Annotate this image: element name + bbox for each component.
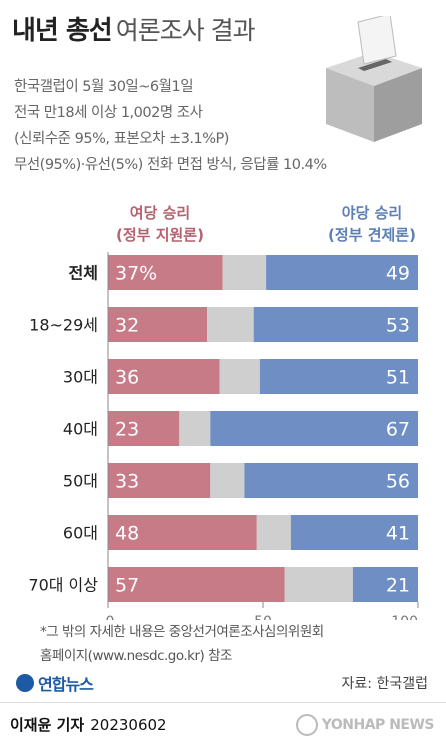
data-label: 36 <box>115 367 139 389</box>
data-label: 56 <box>386 471 410 493</box>
bar-segment <box>244 463 418 498</box>
page-title: 내년 총선 여론조사 결과 <box>12 10 256 47</box>
data-label: 23 <box>115 419 139 441</box>
bar-segment <box>222 255 267 290</box>
watermark-icon <box>295 714 318 736</box>
bar-segment <box>266 255 418 290</box>
source-text: 자료: 한국갤럽 <box>341 676 428 692</box>
data-label: 21 <box>386 575 410 597</box>
data-label: 32 <box>115 315 139 337</box>
category-label: 18~29세 <box>29 316 98 335</box>
data-label: 67 <box>386 419 410 441</box>
legend-opposition-line1: 야당 승리 <box>341 204 403 222</box>
bar-segment <box>290 515 418 550</box>
bar-segment <box>256 515 291 550</box>
data-label: 57 <box>115 575 139 597</box>
watermark: YONHAP NEWS <box>295 714 435 736</box>
bar-segment <box>108 307 208 342</box>
category-label: 60대 <box>63 524 98 543</box>
category-label: 40대 <box>63 420 98 439</box>
x-tick-label: 100 <box>391 614 418 620</box>
publish-date: 20230602 <box>90 716 167 734</box>
footnote-line: 홈페이지(www.nesdc.go.kr) 참조 <box>40 648 232 664</box>
bar-segment <box>108 515 257 550</box>
bar-segment <box>210 411 418 446</box>
info-line: 한국갤럽이 5월 30일~6월1일 <box>14 79 194 95</box>
ballot-box-icon <box>326 16 422 142</box>
data-label: 51 <box>386 367 410 389</box>
reporter-name: 이재윤 기자 <box>10 716 85 734</box>
stacked-bar-chart: 전체 37% 49 18~29세 32 53 30대 36 51 40대 23 67 50대 33 56 60… <box>28 252 419 620</box>
data-label: 53 <box>386 315 410 337</box>
bar-segment <box>108 463 211 498</box>
info-line: (신뢰수준 95%, 표본오차 ±3.1%P) <box>14 131 229 147</box>
footnote: *그 밖의 자세한 내용은 중앙선거여론조사심의위원회 홈페이지(www.nes… <box>40 620 324 668</box>
legend-ruling-line1: 여당 승리 <box>129 204 191 222</box>
watermark-text: YONHAP NEWS <box>321 717 435 733</box>
bar-segment <box>259 359 418 394</box>
legend-ruling-line2: (정부 지원론) <box>116 226 204 244</box>
byline: 이재윤 기자 20230602 <box>10 714 167 735</box>
bar-segment <box>108 411 180 446</box>
info-line: 무선(95%)·유선(5%) 전화 면접 방식, 응답률 10.4% <box>14 157 327 173</box>
bar-segment <box>108 359 220 394</box>
legend-opposition: 야당 승리 (정부 견제론) <box>312 202 432 246</box>
bar-segment <box>108 255 223 290</box>
bar-segment <box>108 567 285 602</box>
data-label: 49 <box>386 263 410 285</box>
logo-mark-icon <box>16 674 34 692</box>
bar-segment <box>352 567 418 602</box>
bar-segment <box>207 307 254 342</box>
info-line: 전국 만18세 이상 1,002명 조사 <box>14 105 203 121</box>
title-light: 여론조사 결과 <box>115 16 256 45</box>
title-bold: 내년 총선 <box>12 16 113 46</box>
x-tick-label: 0 <box>106 614 115 620</box>
bottom-bar <box>0 702 446 751</box>
survey-info: 한국갤럽이 5월 30일~6월1일 전국 만18세 이상 1,002명 조사 (… <box>14 74 327 178</box>
category-label: 전체 <box>69 264 98 283</box>
bar-segment <box>210 463 245 498</box>
category-label: 50대 <box>63 472 98 491</box>
footnote-line: *그 밖의 자세한 내용은 중앙선거여론조사심의위원회 <box>40 624 324 640</box>
category-label: 30대 <box>63 368 98 387</box>
data-label: 33 <box>115 471 139 493</box>
logo-text: 연합뉴스 <box>38 675 94 694</box>
bar-segment <box>253 307 418 342</box>
bar-segment <box>179 411 211 446</box>
bar-segment <box>219 359 260 394</box>
category-label: 70대 이상 <box>28 576 98 595</box>
bar-segment <box>284 567 353 602</box>
data-label: 37% <box>115 263 157 285</box>
data-label: 48 <box>115 523 139 545</box>
data-label: 41 <box>386 523 410 545</box>
legend-opposition-line2: (정부 견제론) <box>328 226 416 244</box>
yonhap-logo: 연합뉴스 <box>16 671 94 695</box>
x-tick-label: 50 <box>254 614 272 620</box>
legend-ruling: 여당 승리 (정부 지원론) <box>100 202 220 246</box>
